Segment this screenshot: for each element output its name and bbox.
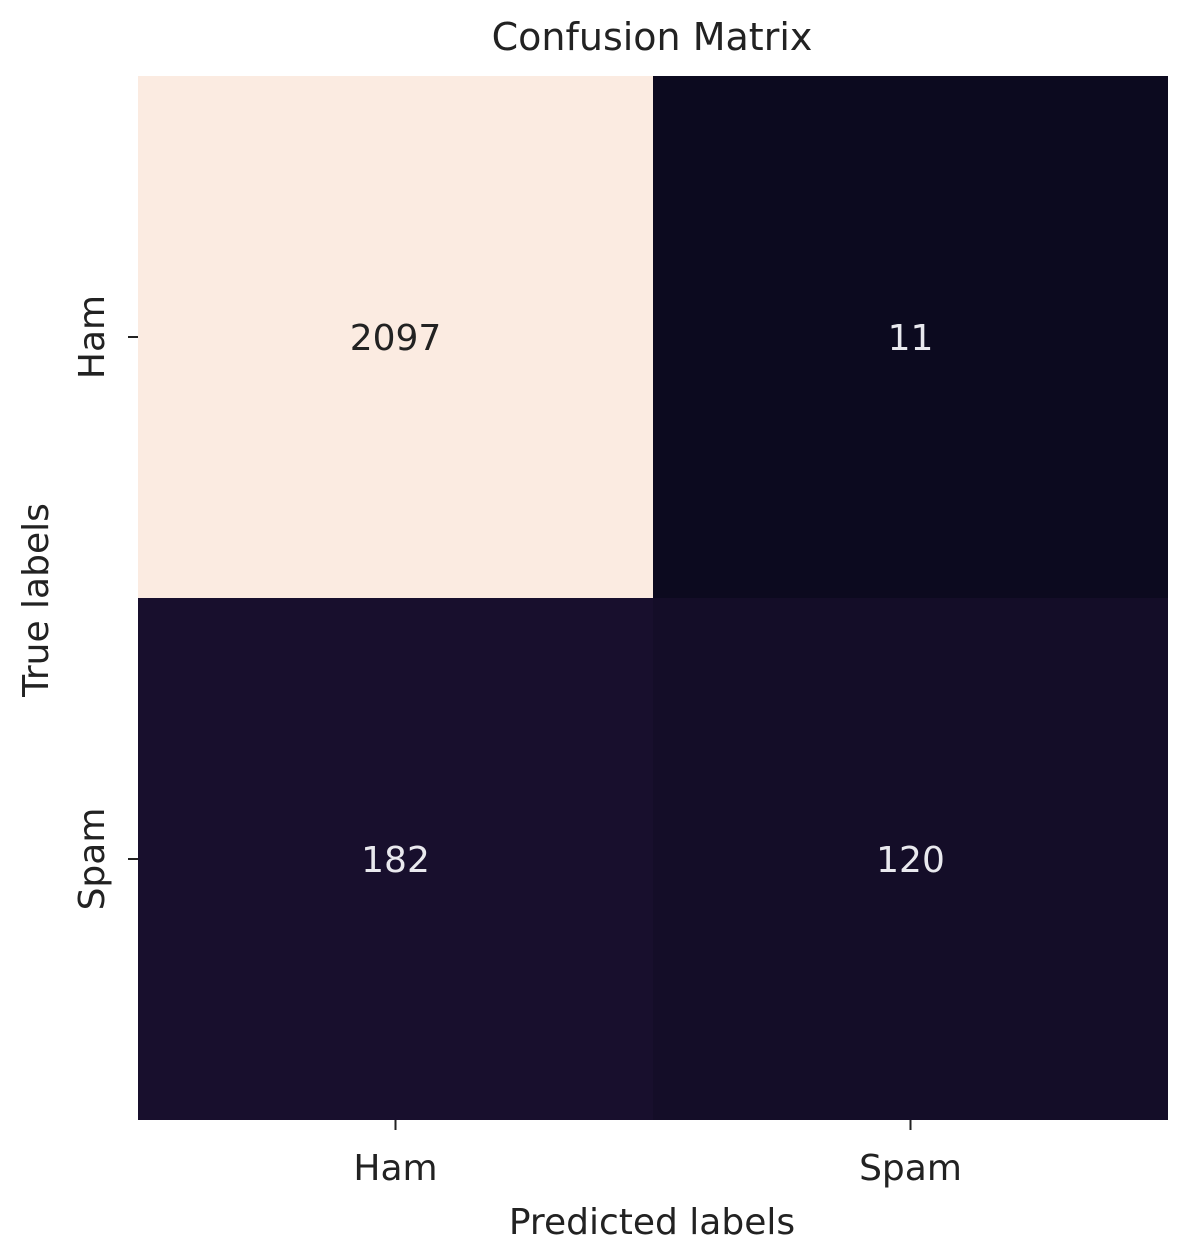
x-axis-label: Predicted labels (509, 1202, 795, 1243)
y-tick-label: Ham (72, 295, 113, 379)
x-tick-label: Spam (859, 1148, 962, 1189)
heatmap-cell-ham-spam (653, 76, 1168, 598)
y-axis-label: True labels (16, 503, 57, 698)
x-axis-ticks: Ham Spam (353, 1120, 962, 1189)
heatmap-cells (138, 76, 1168, 1120)
cell-value-spam-spam: 120 (876, 840, 945, 881)
y-axis-ticks: Ham Spam (72, 295, 138, 911)
y-tick-label: Spam (72, 808, 113, 911)
cell-annotations: 2097 11 182 120 (350, 318, 945, 881)
heatmap-cell-ham-ham (138, 76, 653, 598)
heatmap-cell-spam-spam (653, 598, 1168, 1120)
cell-value-ham-spam: 11 (888, 318, 934, 359)
chart-title: Confusion Matrix (492, 15, 813, 59)
heatmap-cell-spam-ham (138, 598, 653, 1120)
x-tick-label: Ham (353, 1148, 437, 1189)
cell-value-ham-ham: 2097 (350, 318, 442, 359)
cell-value-spam-ham: 182 (361, 840, 430, 881)
